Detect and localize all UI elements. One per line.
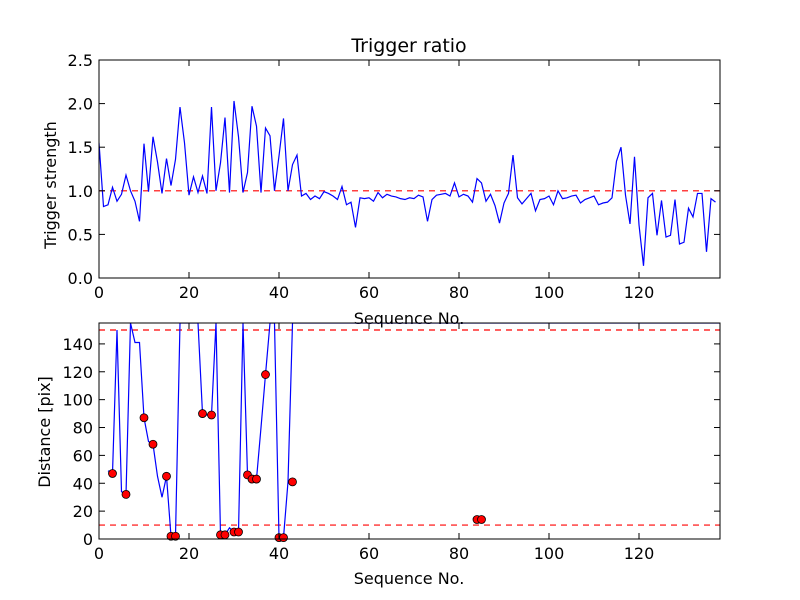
top-y-tick-label: 0.5 bbox=[68, 225, 93, 244]
bottom-marker-point bbox=[220, 530, 230, 540]
top-x-tick-label: 100 bbox=[534, 283, 565, 302]
top-x-tick-label: 80 bbox=[449, 283, 469, 302]
bottom-x-tick-label: 0 bbox=[94, 544, 104, 563]
distance-plot-area: 0 20 40 60 80 100 120 0 20 40 60 80 100 120 140 bbox=[62, 322, 721, 563]
bottom-marker-point bbox=[288, 477, 297, 487]
bottom-marker-point bbox=[234, 527, 243, 537]
bottom-marker-point bbox=[108, 469, 117, 478]
top-y-tick-label: 1.0 bbox=[68, 182, 93, 201]
bottom-x-tick-label: 120 bbox=[624, 544, 655, 563]
top-x-tick-label: 120 bbox=[624, 283, 655, 302]
trigger-ratio-panel: Trigger ratio 0 20 40 60 80 100 120 0.0 0.5 1.0 1.… bbox=[41, 35, 721, 328]
top-y-tick-label: 1.5 bbox=[68, 138, 93, 157]
bottom-y-tick-label: 20 bbox=[73, 502, 93, 521]
top-y-tick-label: 0.0 bbox=[68, 269, 93, 288]
top-series-line-0 bbox=[99, 100, 716, 266]
bottom-axes-frame bbox=[98, 322, 721, 540]
chart-title: Trigger ratio bbox=[350, 35, 466, 57]
bottom-marker-point bbox=[148, 439, 158, 449]
bottom-x-tick-label: 40 bbox=[269, 544, 289, 563]
top-x-tick-label: 40 bbox=[269, 283, 289, 302]
bottom-y-tick-label: 40 bbox=[73, 474, 93, 493]
bottom-x-axis-label: Sequence No. bbox=[354, 569, 465, 588]
bottom-y-tick-label: 140 bbox=[62, 335, 93, 354]
bottom-y-tick-label: 60 bbox=[73, 446, 93, 465]
bottom-marker-point bbox=[121, 490, 131, 499]
top-x-tick-label: 0 bbox=[94, 283, 104, 302]
bottom-y-tick-label: 120 bbox=[62, 363, 93, 382]
bottom-marker-point bbox=[207, 410, 216, 420]
bottom-marker-point bbox=[279, 533, 288, 543]
bottom-marker-point bbox=[261, 370, 270, 379]
top-y-tick-label: 2.0 bbox=[68, 95, 93, 114]
bottom-y-tick-label: 0 bbox=[83, 530, 93, 549]
bottom-y-tick-label: 80 bbox=[73, 419, 93, 438]
bottom-marker-point bbox=[139, 413, 149, 423]
top-y-axis-label: Trigger strength bbox=[41, 121, 60, 250]
top-x-tick-label: 20 bbox=[179, 283, 199, 302]
bottom-marker-point bbox=[162, 471, 171, 481]
bottom-x-tick-label: 20 bbox=[179, 544, 199, 563]
top-x-tick-label: 60 bbox=[359, 283, 379, 302]
bottom-marker-point bbox=[252, 474, 261, 484]
trigger-ratio-plot-area: 0 20 40 60 80 100 120 0.0 0.5 1.0 1.5 2.0 2.5 bbox=[68, 51, 721, 302]
bottom-x-tick-label: 60 bbox=[359, 544, 379, 563]
bottom-y-axis-label: Distance [pix] bbox=[35, 376, 54, 488]
bottom-marker-point bbox=[198, 409, 207, 418]
bottom-x-tick-label: 80 bbox=[449, 544, 469, 563]
distance-panel: 0 20 40 60 80 100 120 0 20 40 60 80 100 120 140 Sequen… bbox=[35, 322, 721, 588]
bottom-x-tick-label: 100 bbox=[534, 544, 565, 563]
top-y-tick-label: 2.5 bbox=[68, 51, 93, 70]
bottom-marker-point bbox=[171, 531, 180, 541]
top-x-axis-label: Sequence No. bbox=[354, 309, 465, 328]
bottom-marker-point bbox=[477, 515, 486, 524]
bottom-y-tick-label: 100 bbox=[62, 391, 93, 410]
top-axes-frame bbox=[98, 59, 721, 279]
